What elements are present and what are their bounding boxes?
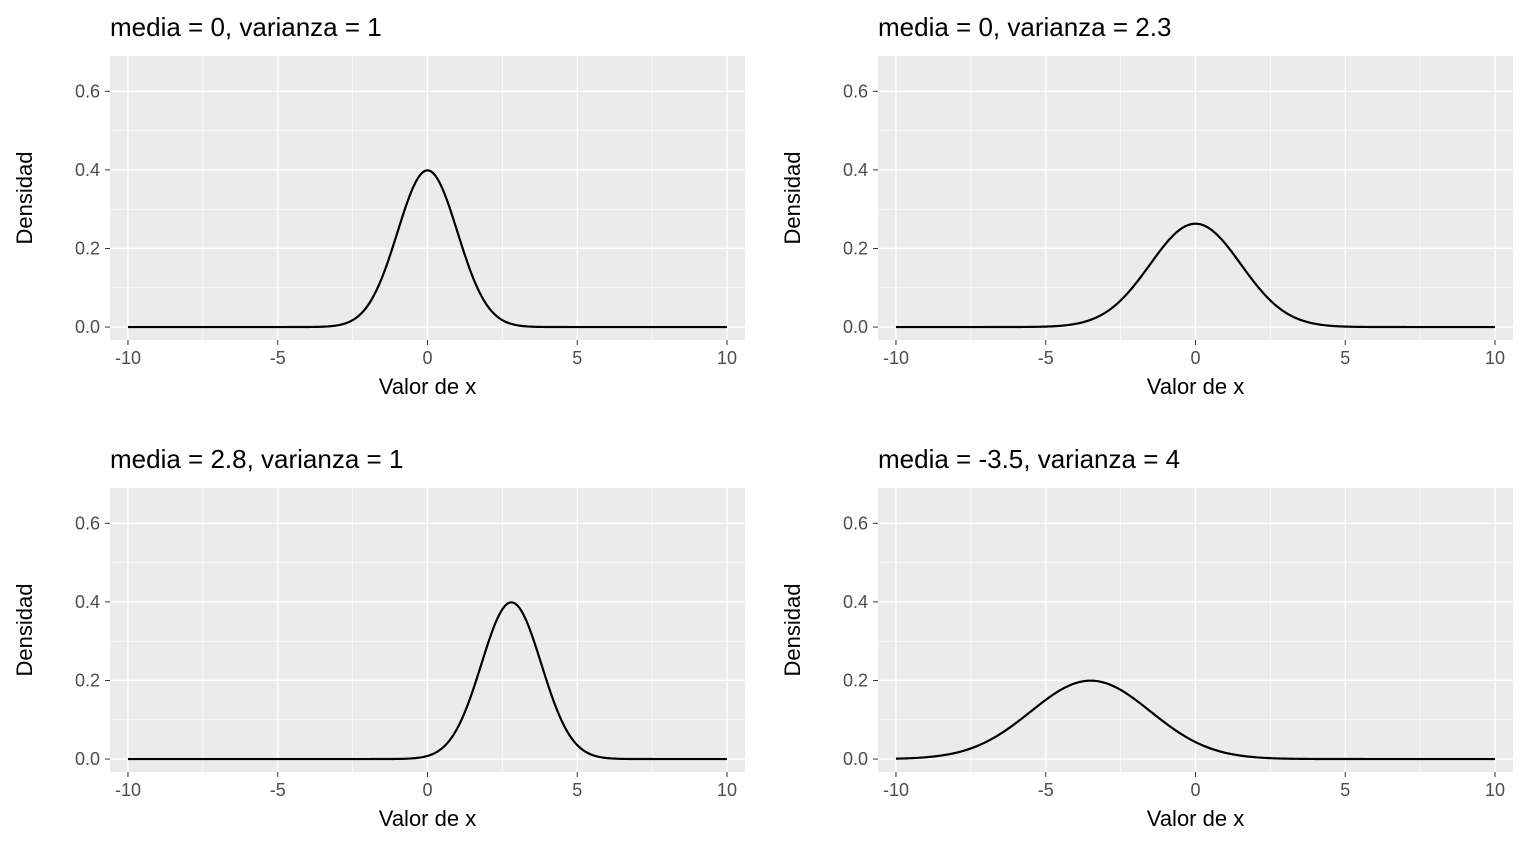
x-tick-label: 10 xyxy=(717,348,737,368)
y-tick-label: 0.2 xyxy=(75,670,100,690)
y-tick-label: 0.6 xyxy=(75,81,100,101)
y-tick-label: 0.6 xyxy=(843,513,868,533)
panel-title: media = 0, varianza = 2.3 xyxy=(878,12,1171,42)
chart-panel: -10 -5 0 5 10 0.0 0.2 0.4 0.6 Valor de x Densidad m… xyxy=(768,0,1536,432)
y-tick-label: 0.2 xyxy=(75,238,100,258)
chart-panel: -10 -5 0 5 10 0.0 0.2 0.4 0.6 Valor de x Densidad m… xyxy=(0,432,768,864)
x-axis-title: Valor de x xyxy=(1147,806,1244,831)
y-tick-label: 0.0 xyxy=(75,749,100,769)
y-axis-title: Densidad xyxy=(12,584,37,677)
y-tick-label: 0.4 xyxy=(843,592,868,612)
x-tick-label: -5 xyxy=(1038,780,1054,800)
x-tick-label: 0 xyxy=(422,348,432,368)
x-tick-label: 10 xyxy=(717,780,737,800)
x-tick-label: -5 xyxy=(270,780,286,800)
chart-svg: -10 -5 0 5 10 0.0 0.2 0.4 0.6 Valor de x Densidad m… xyxy=(0,432,768,864)
y-tick-label: 0.2 xyxy=(843,238,868,258)
y-tick-label: 0.0 xyxy=(843,749,868,769)
y-tick-label: 0.4 xyxy=(75,592,100,612)
x-tick-label: -10 xyxy=(883,348,909,368)
panel-title: media = 2.8, varianza = 1 xyxy=(110,444,403,474)
y-axis-title: Densidad xyxy=(780,152,805,245)
x-axis-title: Valor de x xyxy=(379,374,476,399)
chart-svg: -10 -5 0 5 10 0.0 0.2 0.4 0.6 Valor de x Densidad m… xyxy=(768,432,1536,864)
y-tick-label: 0.6 xyxy=(75,513,100,533)
x-tick-label: 10 xyxy=(1485,780,1505,800)
chart-panel: -10 -5 0 5 10 0.0 0.2 0.4 0.6 Valor de x Densidad m… xyxy=(768,432,1536,864)
x-tick-label: -10 xyxy=(115,348,141,368)
x-tick-label: 0 xyxy=(1190,348,1200,368)
chart-svg: -10 -5 0 5 10 0.0 0.2 0.4 0.6 Valor de x Densidad m… xyxy=(768,0,1536,432)
chart-svg: -10 -5 0 5 10 0.0 0.2 0.4 0.6 Valor de x Densidad m… xyxy=(0,0,768,432)
y-tick-label: 0.2 xyxy=(843,670,868,690)
x-tick-label: -5 xyxy=(270,348,286,368)
x-tick-label: 5 xyxy=(1340,348,1350,368)
y-tick-label: 0.0 xyxy=(843,317,868,337)
x-tick-label: -10 xyxy=(115,780,141,800)
x-axis-title: Valor de x xyxy=(1147,374,1244,399)
x-axis-title: Valor de x xyxy=(379,806,476,831)
x-tick-label: 0 xyxy=(1190,780,1200,800)
y-tick-label: 0.4 xyxy=(75,160,100,180)
y-tick-label: 0.0 xyxy=(75,317,100,337)
x-tick-label: 5 xyxy=(1340,780,1350,800)
y-tick-label: 0.6 xyxy=(843,81,868,101)
y-tick-label: 0.4 xyxy=(843,160,868,180)
x-tick-label: 5 xyxy=(572,348,582,368)
x-tick-label: -10 xyxy=(883,780,909,800)
y-axis-title: Densidad xyxy=(12,152,37,245)
panel-title: media = 0, varianza = 1 xyxy=(110,12,382,42)
y-axis-title: Densidad xyxy=(780,584,805,677)
chart-panel: -10 -5 0 5 10 0.0 0.2 0.4 0.6 Valor de x Densidad m… xyxy=(0,0,768,432)
x-tick-label: 10 xyxy=(1485,348,1505,368)
x-tick-label: 0 xyxy=(422,780,432,800)
panel-title: media = -3.5, varianza = 4 xyxy=(878,444,1180,474)
chart-grid: -10 -5 0 5 10 0.0 0.2 0.4 0.6 Valor de x Densidad m… xyxy=(0,0,1536,864)
x-tick-label: -5 xyxy=(1038,348,1054,368)
x-tick-label: 5 xyxy=(572,780,582,800)
